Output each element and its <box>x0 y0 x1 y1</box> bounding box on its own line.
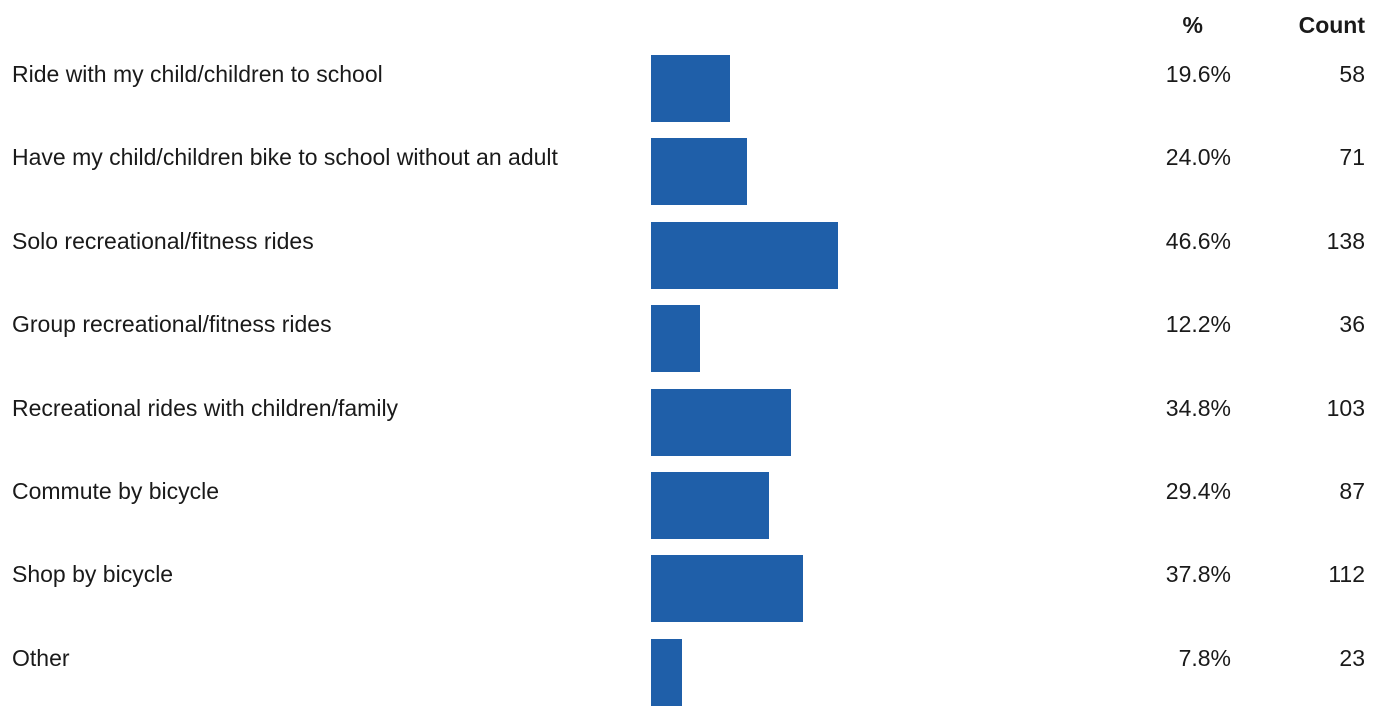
row-label: Shop by bicycle <box>12 561 174 588</box>
bar <box>651 472 770 539</box>
count-value: 71 <box>1339 144 1365 171</box>
percent-value: 19.6% <box>1165 61 1231 87</box>
bar <box>651 638 683 706</box>
row-label: Other <box>12 644 70 671</box>
count-value: 87 <box>1339 478 1365 504</box>
count-value: 138 <box>1326 227 1365 254</box>
percent-header: % <box>1182 12 1203 38</box>
row-label: Commute by bicycle <box>12 478 220 504</box>
count-value: 36 <box>1339 311 1365 338</box>
bar <box>651 55 730 122</box>
bar <box>651 388 791 456</box>
row-label: Recreational rides with children/family <box>12 394 399 421</box>
percent-value: 24.0% <box>1165 144 1231 171</box>
row-label: Ride with my child/children to school <box>12 61 383 87</box>
percent-value: 37.8% <box>1165 561 1231 588</box>
count-value: 112 <box>1328 561 1365 588</box>
count-header: Count <box>1298 12 1365 38</box>
bar <box>651 305 701 373</box>
row-label: Group recreational/fitness rides <box>12 311 332 338</box>
row-label: Have my child/children bike to school wi… <box>12 144 558 171</box>
percent-value: 46.6% <box>1165 227 1231 254</box>
bar <box>651 555 803 623</box>
bar <box>651 138 748 206</box>
count-value: 58 <box>1339 61 1365 87</box>
percent-value: 12.2% <box>1165 311 1231 338</box>
count-value: 103 <box>1326 394 1365 421</box>
row-label: Solo recreational/fitness rides <box>12 227 314 254</box>
percent-value: 29.4% <box>1165 478 1231 504</box>
bar <box>651 221 839 289</box>
percent-value: 7.8% <box>1178 644 1231 671</box>
percent-value: 34.8% <box>1165 394 1231 421</box>
count-value: 23 <box>1339 644 1365 671</box>
